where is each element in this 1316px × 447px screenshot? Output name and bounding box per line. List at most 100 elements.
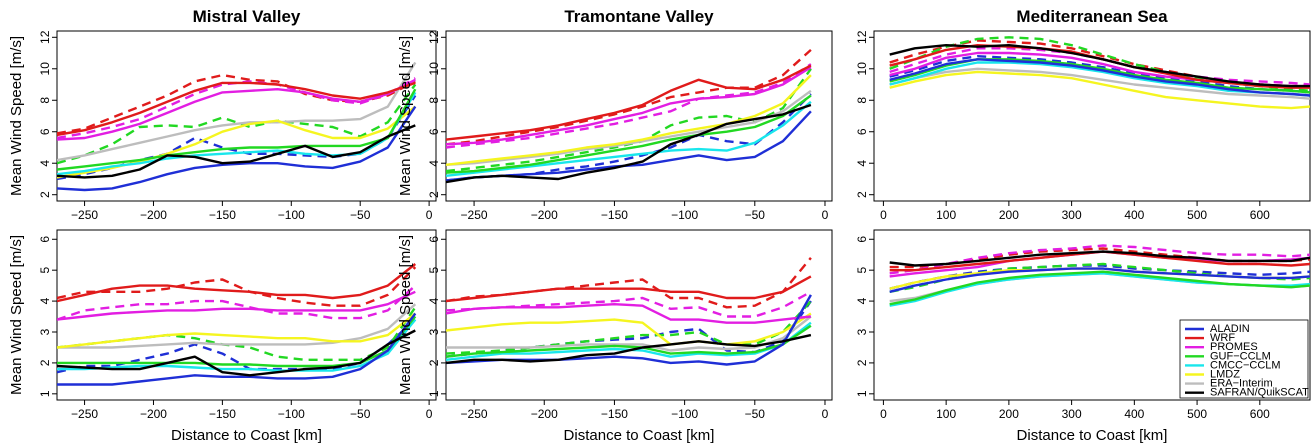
x-tick-label: −150 <box>209 208 236 222</box>
x-tick-label: −200 <box>531 208 558 222</box>
x-tick-label: 0 <box>880 208 887 222</box>
x-tick-label: 500 <box>1187 407 1207 421</box>
line-aladin <box>889 58 1310 97</box>
y-tick-label: 2 <box>855 359 869 366</box>
panel-title: Mediterranean Sea <box>1016 7 1168 26</box>
line-wrf <box>57 263 417 303</box>
legend-label-aladin: ALADIN <box>1210 323 1250 335</box>
series-group <box>446 49 812 184</box>
y-tick-label: 6 <box>38 236 52 243</box>
line-guf-cclm <box>889 270 1310 306</box>
y-axis-label: Mean Wind Speed [m/s] <box>8 36 25 196</box>
legend-box <box>1179 319 1309 399</box>
line-wrf <box>57 81 416 137</box>
line-safran-quikscat <box>889 250 1310 267</box>
line-era-interim <box>57 303 417 349</box>
x-tick-label: 600 <box>1250 407 1270 421</box>
y-tick-label: 1 <box>38 390 52 397</box>
series-group <box>889 244 1310 307</box>
y-tick-label: 5 <box>38 267 52 274</box>
y-tick-label: 3 <box>427 328 441 335</box>
y-tick-label: 4 <box>855 297 869 304</box>
y-tick-label: 3 <box>38 328 52 335</box>
line-wrf <box>446 275 812 303</box>
y-tick-label: 4 <box>427 160 441 167</box>
dashed-line-guf-cclm <box>57 83 417 165</box>
y-tick-label: 1 <box>855 390 869 397</box>
plot-frame <box>56 229 437 401</box>
line-lmdz <box>446 74 812 166</box>
dashed-line-promes <box>57 284 417 321</box>
x-axis-label: Distance to Coast [km] <box>171 427 322 444</box>
y-tick-label: 6 <box>855 128 869 135</box>
x-tick-label: −150 <box>601 407 628 421</box>
line-lmdz <box>57 312 417 349</box>
x-axis-label: Distance to Coast [km] <box>564 427 715 444</box>
x-tick-label: 500 <box>1187 208 1207 222</box>
legend-label-lmdz: LMDZ <box>1210 369 1240 381</box>
y-tick-label: 1 <box>427 390 441 397</box>
x-tick-label: 0 <box>880 407 887 421</box>
x-tick-label: −250 <box>71 407 98 421</box>
line-era-interim <box>446 315 812 352</box>
y-axis-label: Mean Wind Speed [m/s] <box>397 36 414 196</box>
y-tick-label: 8 <box>855 97 869 104</box>
y-tick-label: 2 <box>38 359 52 366</box>
x-tick-label: 200 <box>999 407 1019 421</box>
y-axis-label: Mean Wind Speed [m/s] <box>397 235 414 395</box>
x-tick-label: −100 <box>278 208 305 222</box>
line-safran-quikscat <box>57 329 416 377</box>
line-aladin <box>889 267 1310 293</box>
line-cmcc-cclm <box>446 100 812 177</box>
y-tick-label: 5 <box>855 267 869 274</box>
line-promes <box>446 66 812 146</box>
dashed-line-guf-cclm <box>57 306 417 361</box>
plot-frame <box>445 30 833 202</box>
panel-title: Tramontane Valley <box>564 7 714 26</box>
series-group <box>446 257 812 366</box>
x-tick-label: 400 <box>1124 208 1144 222</box>
line-era-interim <box>446 89 812 166</box>
x-tick-label: −250 <box>71 208 98 222</box>
y-tick-label: 2 <box>38 191 52 198</box>
legend-label-wrf: WRF <box>1210 332 1235 344</box>
dashed-line-guf-cclm <box>446 300 812 355</box>
y-tick-label: 2 <box>855 191 869 198</box>
line-safran-quikscat <box>889 44 1310 88</box>
y-tick-label: 10 <box>38 62 52 76</box>
panel-5: −250 −200 −150 −100 −50 0 1 2 3 4 5 6 Mean Wind Spee… <box>397 229 833 444</box>
y-tick-label: 12 <box>855 30 869 44</box>
line-promes <box>57 290 416 321</box>
x-tick-label: 100 <box>936 208 956 222</box>
y-tick-label: 4 <box>855 160 869 167</box>
x-tick-label: −50 <box>745 208 766 222</box>
x-tick-label: 600 <box>1250 208 1270 222</box>
line-era-interim <box>57 61 417 162</box>
x-tick-label: −100 <box>671 407 698 421</box>
line-promes <box>446 303 812 324</box>
x-tick-label: 100 <box>936 407 956 421</box>
legend-label-cmcc-cclm: CMCC−CCLM <box>1210 359 1281 371</box>
y-tick-label: 6 <box>427 128 441 135</box>
x-tick-label: −200 <box>140 407 167 421</box>
x-tick-label: −250 <box>461 407 488 421</box>
y-tick-label: 3 <box>855 328 869 335</box>
line-aladin <box>57 105 417 192</box>
x-tick-label: −50 <box>745 407 766 421</box>
x-tick-label: −250 <box>461 208 488 222</box>
series-group <box>57 263 417 386</box>
y-tick-label: 6 <box>855 236 869 243</box>
line-wrf <box>446 64 812 141</box>
y-tick-label: 4 <box>38 160 52 167</box>
plot-frame <box>445 229 833 401</box>
line-lmdz <box>446 312 812 346</box>
line-promes <box>57 78 416 141</box>
dashed-line-wrf <box>446 49 812 146</box>
x-tick-label: −200 <box>531 407 558 421</box>
panel-6: 0 100 200 300 400 500 600 1 2 3 4 5 6 Distance to Coa… <box>855 229 1311 444</box>
series-group <box>889 36 1310 110</box>
panel-title: Mistral Valley <box>193 7 301 26</box>
x-tick-label: −150 <box>601 208 628 222</box>
x-tick-label: 400 <box>1124 407 1144 421</box>
y-tick-label: 12 <box>38 30 52 44</box>
